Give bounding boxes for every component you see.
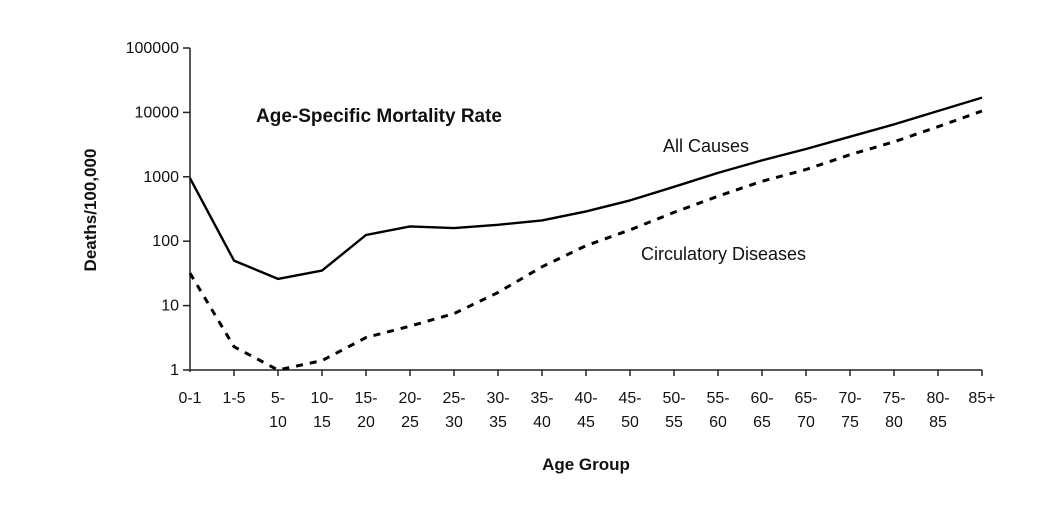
x-tick-label: 30-35 <box>486 390 509 431</box>
x-tick-label: 60-65 <box>750 390 773 431</box>
x-tick-label: 5-10 <box>269 390 287 431</box>
x-axis-title: Age Group <box>542 455 630 474</box>
x-tick-label: 25-30 <box>442 390 465 431</box>
series-label-all-causes: All Causes <box>663 136 749 156</box>
series-line-circulatory-diseases <box>188 109 983 372</box>
y-axis-title: Deaths/100,000 <box>81 149 100 272</box>
y-tick-label: 10 <box>161 298 179 315</box>
series-line-all-causes <box>188 96 983 281</box>
x-tick-label: 0-1 <box>178 390 201 407</box>
x-axis-ticks: 0-1 1-5 5-10 10-15 15-20 20-25 25-30 30-35 35-40… <box>178 370 996 431</box>
x-tick-label: 55-60 <box>706 390 729 431</box>
plot-area <box>189 48 982 372</box>
series-lines <box>188 96 983 372</box>
x-tick-label: 80-85 <box>926 390 949 431</box>
y-tick-label: 100 <box>152 233 179 250</box>
y-tick-label: 100000 <box>126 40 179 57</box>
x-tick-label: 70-75 <box>838 390 861 431</box>
x-tick-label: 10-15 <box>310 390 333 431</box>
x-tick-label: 85+ <box>968 390 995 407</box>
x-tick-label: 75-80 <box>882 390 905 431</box>
x-tick-label: 20-25 <box>398 390 421 431</box>
x-tick-label: 35-40 <box>530 390 553 431</box>
x-tick-label: 65-70 <box>794 390 817 431</box>
x-tick-label: 15-20 <box>354 390 377 431</box>
series-label-circulatory-diseases: Circulatory Diseases <box>641 244 806 264</box>
y-tick-label: 1000 <box>143 169 179 186</box>
x-tick-label: 40-45 <box>574 390 597 431</box>
y-tick-label: 10000 <box>135 104 180 121</box>
x-tick-label: 45-50 <box>618 390 641 431</box>
y-tick-label: 1 <box>170 362 179 379</box>
y-axis-ticks: 1 10 100 1000 10000 100000 <box>126 40 190 379</box>
x-tick-label: 50-55 <box>662 390 685 431</box>
x-tick-label: 1-5 <box>222 390 245 407</box>
chart-title: Age-Specific Mortality Rate <box>256 106 502 127</box>
